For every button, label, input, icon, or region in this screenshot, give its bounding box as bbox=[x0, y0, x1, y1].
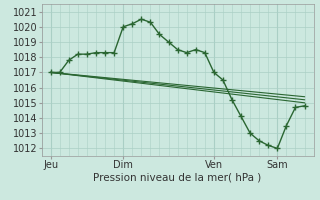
X-axis label: Pression niveau de la mer( hPa ): Pression niveau de la mer( hPa ) bbox=[93, 173, 262, 183]
